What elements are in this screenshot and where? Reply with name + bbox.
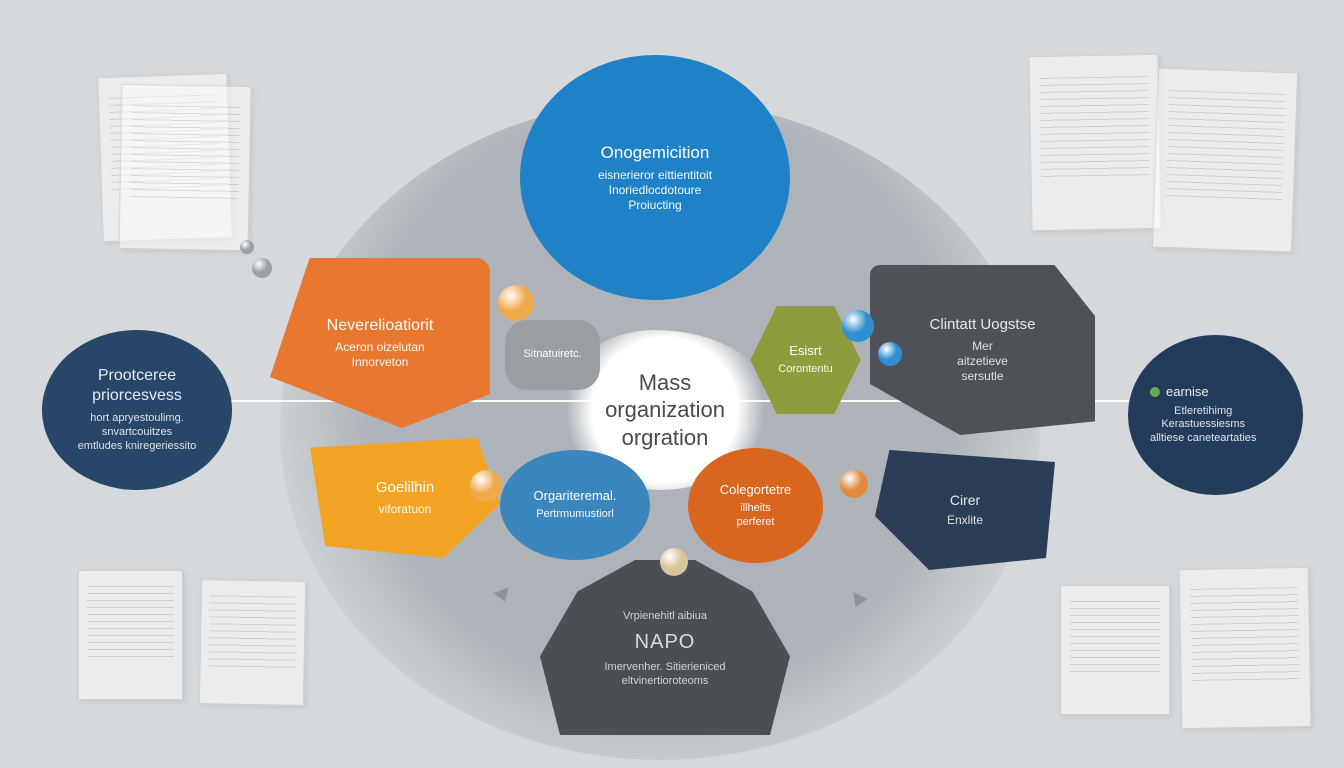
- bullet-icon: [1150, 387, 1160, 397]
- left-lower-title: Goelilhin: [376, 479, 434, 498]
- mid-bottom-right-title: Colegortetre: [720, 482, 792, 498]
- right-lower-sub: Enxlite: [947, 513, 983, 528]
- diagram-canvas: Massorganization orgration Onogemicition ei…: [0, 0, 1344, 768]
- far-right-l2: Etleretihimg: [1174, 405, 1232, 417]
- far-right-node: earnise EtleretihimgKerastuessiesms alltie…: [1128, 335, 1303, 495]
- decorative-sphere: [470, 470, 502, 502]
- background-document: [1028, 54, 1161, 231]
- left-upper-sub: Aceron oizelutan Innorveton: [335, 340, 424, 370]
- background-document: [1152, 68, 1298, 253]
- top-circle-l4: Proiucting: [628, 198, 681, 212]
- center-title-l1: Mass: [639, 370, 692, 395]
- bottom-line-bot1: Imervenher. Sitierieniced: [604, 661, 725, 673]
- bottom-title: NAPO: [635, 630, 696, 655]
- right-upper-title: Clintatt Uogstse: [930, 316, 1036, 335]
- center-title-l3: orgration: [622, 425, 709, 450]
- far-left-node: Prootceree priorcesvess hort apryestoulimg…: [42, 330, 232, 490]
- mid-bottom-left-node: Orgariteremal. Pertrmumustiorl: [500, 450, 650, 560]
- top-circle-node: Onogemicition eisnerieror eittientitoitIn…: [520, 55, 790, 300]
- mid-small-right-sub: Corontentu: [778, 363, 832, 377]
- mid-bottom-right-sub: illheits perferet: [737, 502, 775, 530]
- left-upper-title: Neverelioatiorit: [327, 316, 434, 336]
- decorative-sphere: [498, 285, 534, 321]
- bottom-line-bot2: eltvinertioroteoms: [622, 675, 709, 687]
- mid-bottom-left-title: Orgariteremal.: [533, 488, 616, 504]
- far-left-title2: priorcesvess: [92, 387, 182, 404]
- center-title-l2: organization: [605, 397, 725, 422]
- far-left-sub: hort apryestoulimg. snvartcouitzes emtlu…: [78, 412, 197, 453]
- background-document: [199, 579, 306, 706]
- far-left-title1: Prootceree: [98, 367, 176, 384]
- mid-small-left-title: Sitnatuiretc.: [523, 348, 581, 362]
- left-lower-sub: viforatuon: [379, 502, 432, 517]
- right-upper-sub: Mer aitzetieve sersutle: [957, 339, 1008, 384]
- background-document: [119, 84, 252, 251]
- far-right-title: earnise: [1166, 384, 1209, 400]
- decorative-sphere: [840, 470, 868, 498]
- decorative-sphere: [252, 258, 272, 278]
- right-lower-title: Cirer: [950, 492, 980, 510]
- mid-bottom-right-node: Colegortetre illheits perferet: [688, 448, 823, 563]
- mid-small-left-node: Sitnatuiretc.: [505, 320, 600, 390]
- far-right-l4: alltiese caneteartaties: [1150, 432, 1256, 444]
- decorative-sphere: [660, 548, 688, 576]
- decorative-sphere: [842, 310, 874, 342]
- mid-small-right-title: Esisrt: [789, 343, 822, 359]
- background-document: [78, 570, 183, 700]
- far-right-l3: Kerastuessiesms: [1161, 418, 1245, 430]
- top-circle-title: Onogemicition: [601, 142, 710, 163]
- mid-bottom-left-sub: Pertrmumustiorl: [536, 508, 614, 522]
- top-circle-l2: eisnerieror eittientitoit: [598, 168, 712, 182]
- decorative-sphere: [240, 240, 254, 254]
- top-circle-l3: Inoriedlocdotoure: [609, 183, 702, 197]
- decorative-sphere: [878, 342, 902, 366]
- background-document: [1179, 567, 1312, 729]
- background-document: [1060, 585, 1170, 715]
- bottom-line-top: Vrpienehitl aibiua: [623, 610, 707, 624]
